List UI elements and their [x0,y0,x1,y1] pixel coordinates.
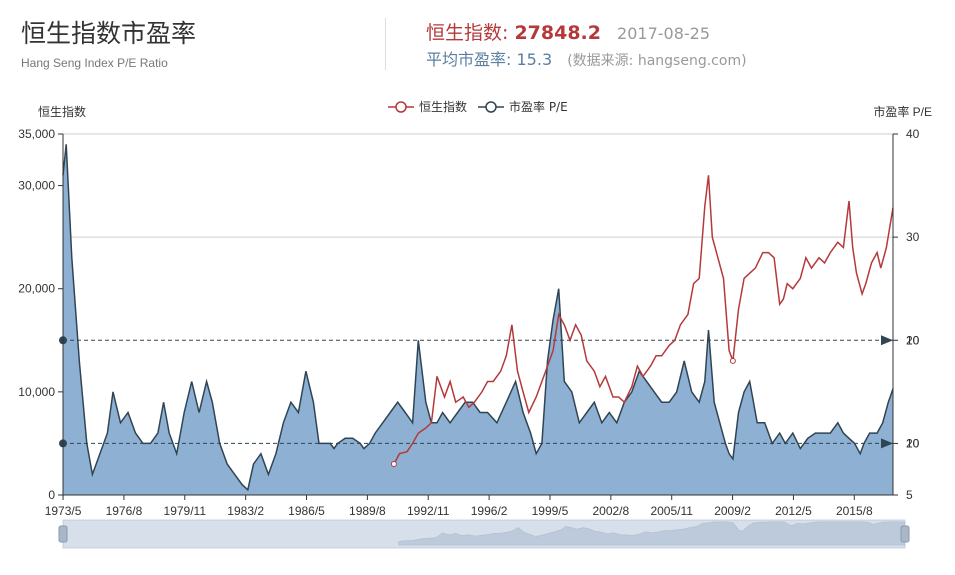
index-stat: 恒生指数: 27848.2 2017-08-25 [426,18,710,45]
right-tick-label-1: 10 [906,436,920,450]
legend-pe-label: 市盈率 P/E [509,99,568,114]
series-lines [62,144,894,492]
x-tick-label-7: 1996/2 [471,504,508,518]
x-tick-label-9: 2002/8 [592,504,629,518]
grid [63,133,893,238]
right-axis-label: 市盈率 P/E [873,104,932,119]
legend-item-index[interactable]: 恒生指数 [388,99,467,114]
pe-stat: 平均市盈率: 15.3 (数据来源: hangseng.com) [426,46,747,70]
zoom-window[interactable] [63,520,905,548]
index-value: 27848.2 [514,22,601,44]
pe-line [62,144,894,492]
left-tick-label-1: 10,000 [18,385,55,399]
right-tick-label-0: 5 [906,488,913,502]
data-source: (数据来源: hangseng.com) [567,53,747,69]
page-subtitle: Hang Seng Index P/E Ratio [21,56,168,70]
ref-marker-label-10: 20 [906,436,920,450]
zoom-right-handle[interactable] [900,525,910,543]
left-axis-label: 恒生指数 [38,104,86,119]
page-title: 恒生指数市盈率 [21,19,197,48]
ref-marker-label-20: 10 [906,333,920,347]
data-zoom-slider[interactable] [58,519,910,549]
pe-area-layer [63,144,893,496]
x-tick-label-10: 2005/11 [650,504,693,518]
right-tick-label-2: 20 [906,333,920,347]
x-tick-label-2: 1979/11 [164,504,207,518]
right-tick-label-3: 30 [906,230,920,244]
pe-area [63,144,893,496]
x-tick-label-6: 1992/11 [407,504,450,518]
zoom-preview-area [398,521,906,546]
x-tick-label-12: 2012/5 [775,504,812,518]
x-tick-label-3: 1983/2 [227,504,264,518]
legend-pe-marker [485,101,497,113]
left-tick-label-0: 0 [48,488,55,502]
legend-index-label: 恒生指数 [419,99,467,114]
x-tick-label-13: 2015/8 [836,504,873,518]
pe-value: 15.3 [516,50,553,69]
legend-index-marker [395,101,407,113]
x-tick-label-11: 2009/2 [714,504,751,518]
legend-item-pe[interactable]: 市盈率 P/E [478,99,568,114]
index-label: 恒生指数: [426,22,509,44]
x-tick-label-1: 1976/8 [106,504,143,518]
right-tick-label-4: 40 [906,127,920,141]
header: 恒生指数市盈率 Hang Seng Index P/E Ratio 恒生指数: … [0,0,955,80]
left-tick-label-2: 20,000 [18,282,55,296]
legend[interactable]: 恒生指数 市盈率 P/E [388,99,568,114]
ref-arrow-20 [881,335,893,346]
ref-arrow-10 [881,438,893,449]
index-marker-2 [729,357,736,364]
index-line [393,175,894,465]
axes: 010,00020,00030,00035,0005102030401973/5… [18,127,919,518]
x-tick-label-8: 1999/5 [532,504,569,518]
x-tick-label-4: 1986/5 [288,504,325,518]
zoom-left-handle[interactable] [58,525,68,543]
x-tick-label-5: 1989/8 [349,504,386,518]
index-marker-1 [390,461,397,468]
left-tick-label-3: 30,000 [18,179,55,193]
left-tick-label-4: 35,000 [18,127,55,141]
header-divider [385,18,386,70]
index-date: 2017-08-25 [617,24,711,43]
pe-label: 平均市盈率: [426,50,512,69]
x-tick-label-0: 1973/5 [45,504,82,518]
